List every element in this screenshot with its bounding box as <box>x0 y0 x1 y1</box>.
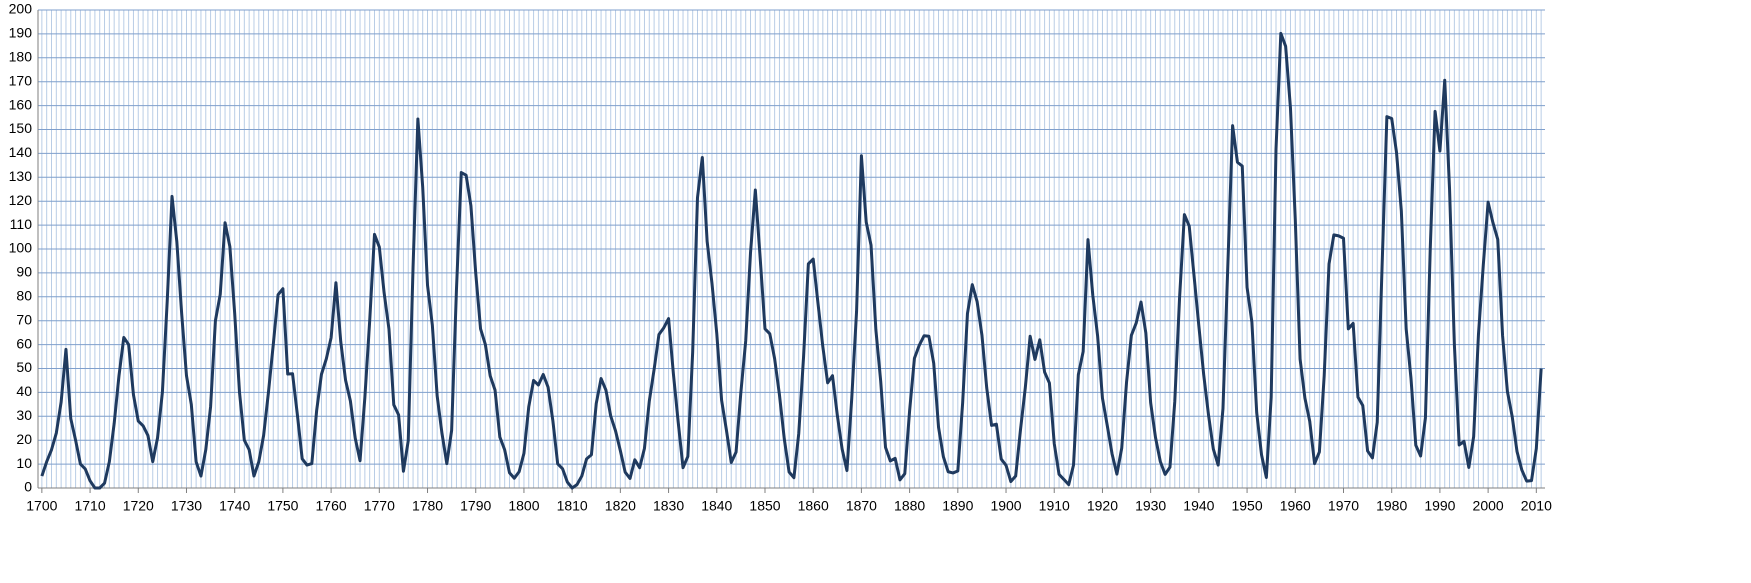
x-tick-label: 1910 <box>1039 498 1070 514</box>
x-tick-label: 1800 <box>508 498 539 514</box>
y-tick-label: 180 <box>9 49 33 65</box>
x-tick-label: 1740 <box>219 498 250 514</box>
x-tick-label: 1920 <box>1087 498 1118 514</box>
y-tick-label: 20 <box>16 431 32 447</box>
x-tick-label: 1810 <box>557 498 588 514</box>
x-tick-label: 2010 <box>1521 498 1552 514</box>
x-tick-label: 1750 <box>267 498 298 514</box>
y-tick-label: 70 <box>16 311 32 327</box>
x-tick-label: 1860 <box>798 498 829 514</box>
x-tick-label: 1760 <box>316 498 347 514</box>
x-tick-label: 1990 <box>1424 498 1455 514</box>
y-tick-label: 200 <box>9 1 33 17</box>
x-tick-label: 1720 <box>123 498 154 514</box>
x-tick-label: 1830 <box>653 498 684 514</box>
y-tick-label: 140 <box>9 144 33 160</box>
y-tick-label: 100 <box>9 240 33 256</box>
x-tick-label: 1930 <box>1135 498 1166 514</box>
x-tick-label: 1940 <box>1183 498 1214 514</box>
x-tick-label: 1980 <box>1376 498 1407 514</box>
y-tick-label: 110 <box>10 216 33 232</box>
y-tick-label: 40 <box>16 383 32 399</box>
x-tick-label: 1960 <box>1280 498 1311 514</box>
y-tick-label: 170 <box>9 72 33 88</box>
y-tick-label: 80 <box>16 288 32 304</box>
x-tick-label: 1790 <box>460 498 491 514</box>
x-tick-label: 1770 <box>364 498 395 514</box>
x-tick-label: 1710 <box>74 498 105 514</box>
x-tick-label: 1820 <box>605 498 636 514</box>
y-tick-label: 0 <box>24 479 32 495</box>
y-tick-label: 160 <box>9 96 33 112</box>
x-tick-label: 2000 <box>1473 498 1504 514</box>
y-tick-label: 50 <box>16 359 32 375</box>
x-tick-label: 1900 <box>990 498 1021 514</box>
y-tick-label: 130 <box>9 168 33 184</box>
y-tick-label: 30 <box>16 407 32 423</box>
x-tick-label: 1700 <box>26 498 57 514</box>
y-tick-label: 120 <box>9 192 33 208</box>
y-tick-label: 190 <box>9 25 33 41</box>
x-tick-label: 1890 <box>942 498 973 514</box>
y-tick-label: 10 <box>16 455 32 471</box>
x-tick-label: 1850 <box>749 498 780 514</box>
x-tick-label: 1780 <box>412 498 443 514</box>
series-line <box>40 31 1543 490</box>
x-tick-label: 1870 <box>846 498 877 514</box>
x-tick-label: 1730 <box>171 498 202 514</box>
x-tick-label: 1950 <box>1231 498 1262 514</box>
x-tick-label: 1970 <box>1328 498 1359 514</box>
y-tick-label: 60 <box>16 335 32 351</box>
x-tick-label: 1880 <box>894 498 925 514</box>
y-tick-label: 150 <box>9 120 33 136</box>
y-tick-label: 90 <box>16 264 32 280</box>
x-tick-label: 1840 <box>701 498 732 514</box>
